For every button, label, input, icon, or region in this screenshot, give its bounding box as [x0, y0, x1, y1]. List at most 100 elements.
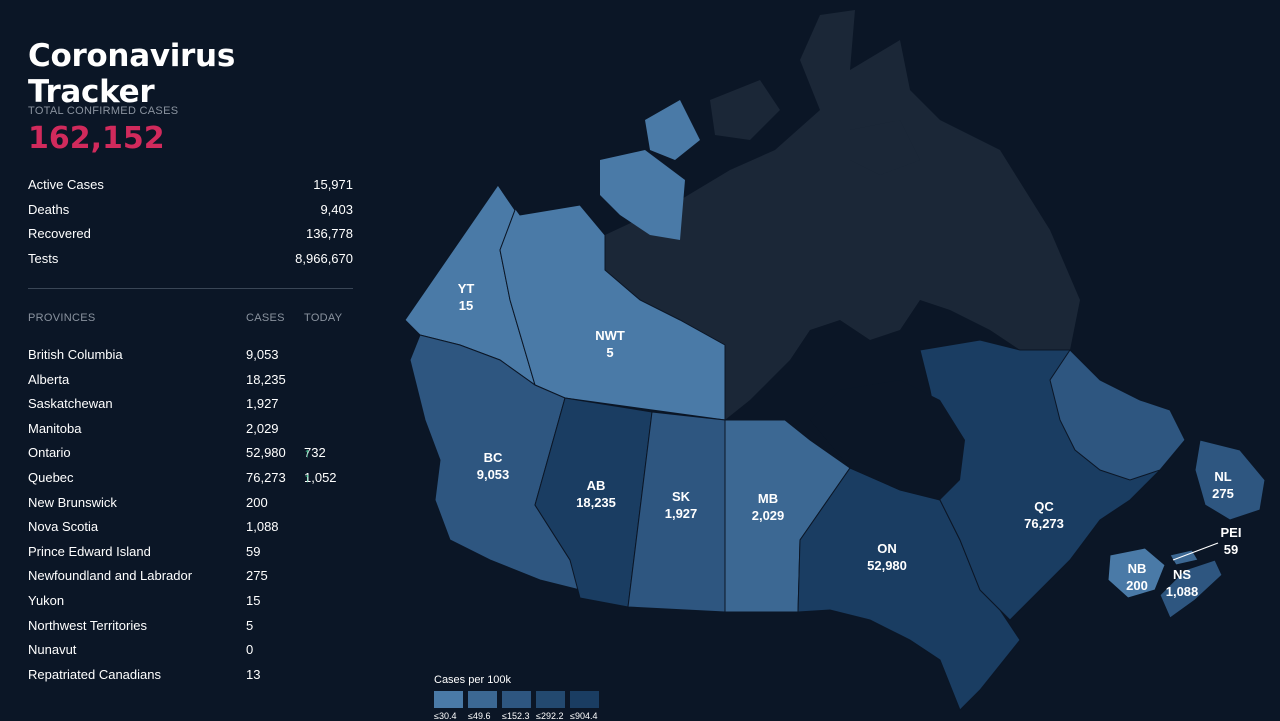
label-value: 52,980	[867, 558, 907, 573]
region-labrador[interactable]	[1049, 349, 1186, 481]
region-nb[interactable]	[1107, 547, 1166, 599]
label-abbr: BC	[483, 450, 503, 465]
today-header: TODAY	[304, 312, 343, 324]
label-value: 1,088	[1165, 584, 1199, 599]
province-row: New Brunswick 200	[28, 494, 358, 519]
label-abbr: MB	[757, 491, 779, 506]
provinces-table-header: PROVINCES CASES TODAY	[28, 312, 353, 326]
label-value: 5	[606, 345, 614, 360]
province-name: Nunavut	[28, 642, 77, 658]
province-cases: 1,927	[246, 396, 279, 412]
province-name: Yukon	[28, 592, 65, 608]
province-name: Saskatchewan	[28, 396, 113, 412]
label-value: 200	[1126, 578, 1148, 593]
label-value: 15	[458, 298, 474, 313]
map-label-nl: NL 275	[1212, 468, 1234, 502]
today-value: 732	[304, 445, 326, 461]
provinces-header: PROVINCES	[28, 312, 96, 324]
province-cases: 76,273	[246, 469, 286, 485]
province-name: Nova Scotia	[28, 519, 99, 535]
region-nwt[interactable]	[497, 184, 726, 421]
legend-label: ≤152.3	[502, 711, 530, 721]
canada-map: YT 15 NWT 5 BC 9,053 AB 18,235 SK 1,927 …	[380, 0, 1280, 720]
hudson-bay	[810, 380, 965, 500]
stats-panel: Coronavirus Tracker TOTAL CONFIRMED CASE…	[28, 0, 353, 720]
province-row: Newfoundland and Labrador 275	[28, 567, 358, 592]
summary-stats: Active Cases 15,971 Deaths 9,403 Recover…	[28, 175, 353, 273]
province-row: Nunavut 0	[28, 641, 358, 666]
province-row: British Columbia 9,053	[28, 346, 358, 371]
province-name: Repatriated Canadians	[28, 666, 161, 682]
province-name: New Brunswick	[28, 494, 117, 510]
map-legend: Cases per 100k ≤30.4 ≤49.6 ≤152.3 ≤292.2…	[434, 674, 599, 721]
cases-header: CASES	[246, 312, 285, 324]
label-abbr: ON	[877, 541, 897, 556]
province-cases: 59	[246, 543, 261, 559]
province-row: Saskatchewan 1,927	[28, 395, 358, 420]
map-label-mb: MB 2,029	[752, 490, 785, 524]
stat-value: 9,403	[320, 201, 353, 217]
province-cases: 0	[246, 642, 254, 658]
map-label-ab: AB 18,235	[576, 477, 616, 511]
up-arrow-icon: ↑	[304, 469, 311, 485]
label-abbr: NL	[1214, 469, 1232, 484]
today-value: 1,052	[304, 469, 337, 485]
province-name: Newfoundland and Labrador	[28, 568, 193, 584]
region-ns[interactable]	[1159, 559, 1223, 619]
region-arctic-island	[645, 100, 700, 160]
legend-label: ≤49.6	[468, 711, 491, 721]
label-value: 76,273	[1024, 516, 1064, 531]
label-abbr: QC	[1034, 499, 1054, 514]
total-cases-label: TOTAL CONFIRMED CASES	[28, 105, 179, 117]
region-newfoundland[interactable]	[1194, 439, 1266, 521]
province-cases: 5	[246, 617, 254, 633]
stat-label: Recovered	[28, 226, 91, 241]
label-value: 9,053	[476, 467, 510, 482]
label-abbr: NWT	[595, 328, 625, 343]
province-row: Nova Scotia 1,088	[28, 518, 358, 543]
provinces-table: British Columbia 9,053 Alberta 18,235 Saskat…	[28, 346, 358, 690]
legend-label: ≤904.4	[570, 711, 598, 721]
stat-value: 136,778	[306, 226, 353, 241]
label-value: 2,029	[751, 508, 785, 523]
province-row: Prince Edward Island 59	[28, 543, 358, 568]
province-name: Prince Edward Island	[28, 543, 151, 559]
region-arctic-island	[850, 120, 920, 175]
label-abbr: NS	[1172, 567, 1192, 582]
legend-swatch	[434, 691, 463, 708]
province-cases: 13	[246, 666, 261, 682]
stat-label: Active Cases	[28, 177, 104, 192]
province-cases: 18,235	[246, 371, 286, 387]
stat-value: 8,966,670	[295, 250, 353, 266]
province-today: ↑ 732	[304, 444, 326, 462]
province-row: Ontario 52,980 ↑ 732	[28, 444, 358, 469]
province-row: Yukon 15	[28, 592, 358, 617]
region-bc[interactable]	[409, 334, 581, 591]
label-abbr: NB	[1127, 561, 1147, 576]
label-value: 18,235	[576, 495, 616, 510]
region-arctic-island	[600, 150, 685, 240]
province-row: Alberta 18,235	[28, 371, 358, 396]
province-name: Ontario	[28, 445, 71, 461]
legend-title: Cases per 100k	[434, 674, 512, 686]
province-row: Repatriated Canadians 13	[28, 666, 358, 691]
map-label-pei: PEI 59	[1221, 524, 1242, 558]
total-cases-value: 162,152	[28, 121, 165, 156]
province-row: Northwest Territories 5	[28, 617, 358, 642]
region-arctic-island	[710, 80, 780, 140]
province-cases: 15	[246, 592, 261, 608]
map-label-bc: BC 9,053	[477, 449, 510, 483]
province-name: Northwest Territories	[28, 617, 147, 633]
up-arrow-icon: ↑	[304, 445, 311, 461]
region-nunavut[interactable]	[605, 10, 1080, 420]
stat-row-recovered: Recovered 136,778	[28, 224, 353, 249]
legend-swatch	[502, 691, 531, 708]
page-title: Coronavirus Tracker	[28, 38, 235, 110]
province-name: Alberta	[28, 371, 70, 387]
map-label-on: ON 52,980	[867, 540, 907, 574]
legend-swatch	[536, 691, 565, 708]
province-cases: 9,053	[246, 347, 279, 362]
province-cases: 52,980	[246, 445, 286, 461]
map-label-yt: YT 15	[458, 280, 475, 314]
province-cases: 2,029	[246, 420, 279, 436]
